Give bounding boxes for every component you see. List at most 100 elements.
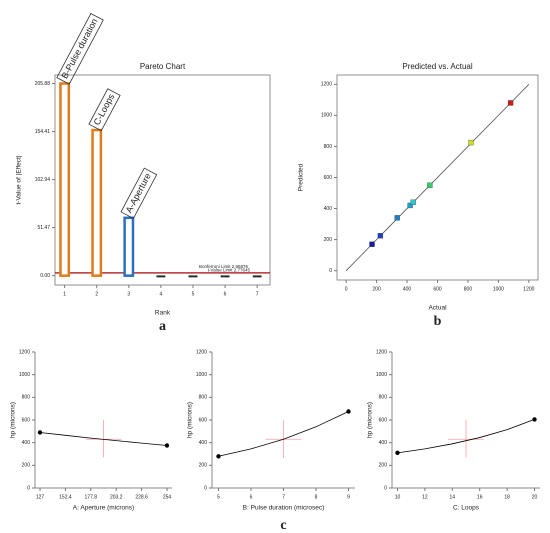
y-tick-label: 800 xyxy=(379,395,388,401)
y-tick-label: 400 xyxy=(22,440,31,446)
y-tick-label: 1200 xyxy=(321,82,332,88)
y-tick-label: 205.88 xyxy=(35,81,51,87)
point xyxy=(394,215,400,221)
x-tick-label: 127 xyxy=(36,494,45,500)
end-point xyxy=(37,430,43,435)
curve xyxy=(218,411,349,457)
panel-label: c xyxy=(280,518,286,533)
label-box xyxy=(56,12,104,85)
label-box xyxy=(120,167,158,219)
chart-title: Predicted vs. Actual xyxy=(402,62,472,71)
y-tick-label: 400 xyxy=(199,440,208,446)
x-tick-label: 400 xyxy=(403,286,412,292)
x-axis-label: C: Loops xyxy=(453,505,480,512)
panel-label: a xyxy=(159,319,166,334)
chart-title: Pareto Chart xyxy=(140,62,186,71)
y-tick-label: 1200 xyxy=(196,349,207,355)
x-tick-label: 5 xyxy=(192,291,195,297)
x-tick-label: 177.8 xyxy=(85,494,98,500)
bar xyxy=(188,275,198,278)
x-tick-label: 6 xyxy=(250,494,253,500)
y-tick-label: 0 xyxy=(27,485,30,491)
x-tick-label: 203.2 xyxy=(110,494,123,500)
x-tick-label: 4 xyxy=(160,291,163,297)
curve xyxy=(397,419,535,454)
y-tick-label: 200 xyxy=(379,463,388,469)
end-point xyxy=(346,409,351,414)
x-tick-label: 228.6 xyxy=(135,494,148,500)
y-axis-label: hp (microns) xyxy=(367,402,374,438)
y-tick-label: 600 xyxy=(22,417,31,423)
y-tick-label: 200 xyxy=(324,237,333,243)
point xyxy=(507,100,514,106)
x-axis-label: A: Aperture (microns) xyxy=(73,505,134,512)
y-tick-label: 1200 xyxy=(19,349,30,355)
x-tick-label: 12 xyxy=(422,494,428,500)
x-tick-label: 152.4 xyxy=(59,494,72,500)
x-tick-label: 7 xyxy=(282,494,285,500)
y-tick-label: 1200 xyxy=(376,349,387,355)
y-tick-label: 200 xyxy=(22,463,31,469)
y-tick-label: 0 xyxy=(384,485,387,491)
bar-annotation: B-Pulse duration xyxy=(56,12,104,85)
y-tick-label: 1000 xyxy=(19,372,30,378)
y-tick-label: 154.41 xyxy=(35,129,51,135)
y-tick-label: 0.00 xyxy=(40,273,50,279)
bar xyxy=(91,128,103,277)
x-tick-label: 1 xyxy=(63,291,66,297)
bar-label: B-Pulse duration xyxy=(59,17,99,80)
y-tick-label: 800 xyxy=(324,144,333,150)
y-axis-label: t-Value of |Effect| xyxy=(16,155,23,204)
x-tick-label: 10 xyxy=(395,494,401,500)
x-tick-label: 254 xyxy=(163,494,172,500)
x-tick-label: 3 xyxy=(127,291,130,297)
y-tick-label: 200 xyxy=(199,463,208,469)
y-tick-label: 600 xyxy=(324,175,333,181)
point xyxy=(407,202,413,209)
y-tick-label: 1000 xyxy=(376,372,387,378)
x-axis-label: B: Pulse duration (microsec) xyxy=(243,505,325,512)
x-tick-label: 16 xyxy=(477,494,483,500)
x-axis-label: Rank xyxy=(155,310,171,317)
bar xyxy=(220,275,230,278)
x-tick-label: 800 xyxy=(464,286,473,292)
x-tick-label: 6 xyxy=(224,291,227,297)
bar xyxy=(59,82,71,277)
limit-label: t-Value Limit 2.77645 xyxy=(208,267,251,272)
end-point xyxy=(532,417,537,422)
y-tick-label: 102.94 xyxy=(35,177,51,183)
x-tick-label: 7 xyxy=(256,291,259,297)
y-tick-label: 600 xyxy=(379,417,388,423)
x-axis-label: Actual xyxy=(428,305,447,312)
bar-annotation: C-Loops xyxy=(88,88,121,132)
point xyxy=(377,233,384,239)
end-point xyxy=(164,443,170,448)
end-point xyxy=(216,454,221,459)
bar xyxy=(123,216,135,277)
y-tick-label: 800 xyxy=(199,395,208,401)
y-tick-label: 51.47 xyxy=(37,225,50,231)
x-tick-label: 1000 xyxy=(493,286,504,292)
x-tick-label: 14 xyxy=(450,494,456,500)
x-tick-label: 8 xyxy=(315,494,318,500)
x-tick-label: 18 xyxy=(504,494,510,500)
y-tick-label: 1000 xyxy=(196,372,207,378)
bar-annotation: A-Aperture xyxy=(120,167,158,219)
x-tick-label: 1200 xyxy=(523,286,534,292)
y-axis-label: Predicted xyxy=(298,163,305,191)
x-tick-label: 20 xyxy=(532,494,538,500)
y-tick-label: 800 xyxy=(22,395,31,401)
y-axis-label: hp (microns) xyxy=(187,402,194,438)
label-box xyxy=(88,88,121,132)
x-tick-label: 9 xyxy=(347,494,350,500)
panel-label: b xyxy=(434,314,442,329)
y-tick-label: 1000 xyxy=(321,113,332,119)
y-axis-label: hp (microns) xyxy=(10,402,17,438)
curve xyxy=(39,432,168,446)
y-tick-label: 400 xyxy=(379,440,388,446)
y-tick-label: 400 xyxy=(324,206,333,212)
point xyxy=(427,182,433,188)
y-tick-label: 0 xyxy=(329,268,332,274)
x-tick-label: 600 xyxy=(433,286,442,292)
